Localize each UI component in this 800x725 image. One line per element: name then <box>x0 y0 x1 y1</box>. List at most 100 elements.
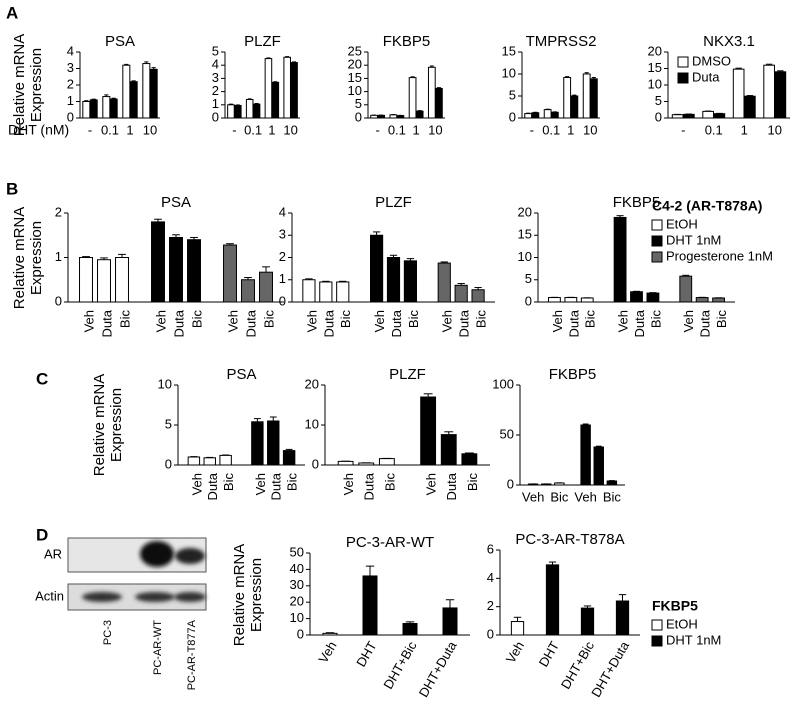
bar <box>593 446 604 486</box>
bar <box>774 71 787 119</box>
bar <box>336 281 350 303</box>
x-tick-label: DHT+Bic <box>558 638 597 691</box>
x-tick-label: 1 <box>268 122 275 137</box>
chart-title: TMPRSS2 <box>526 33 597 50</box>
bar <box>227 104 235 119</box>
bar <box>403 260 418 303</box>
bar <box>115 257 129 303</box>
y-tick-label: 1 <box>55 249 62 264</box>
y-tick-label: 20 <box>305 376 319 391</box>
y-tick-label: 0 <box>509 109 516 124</box>
western-blot: AR Actin PC-3 PC-AR-WT PC-AR-T877A <box>35 537 207 690</box>
x-tick-label: - <box>88 122 92 137</box>
x-tick-label: Bic <box>406 310 421 329</box>
bar <box>151 221 165 303</box>
x-tick-label: Bic <box>583 310 598 329</box>
y-tick-label: 5 <box>212 43 219 58</box>
bar <box>420 396 437 466</box>
bar <box>302 279 316 303</box>
x-tick-label: Duta <box>698 309 713 337</box>
legend-swatch <box>651 235 663 247</box>
bar <box>613 216 627 303</box>
bar <box>531 112 540 119</box>
bar <box>554 482 565 486</box>
bar <box>442 607 458 636</box>
x-tick-label: DHT+Bic <box>380 638 419 691</box>
bar <box>541 483 552 486</box>
chart-title: PLZF <box>375 194 412 211</box>
y-tick-label: 6 <box>487 541 494 556</box>
bar <box>82 101 91 119</box>
bar <box>378 458 395 466</box>
x-tick-label: Duta <box>243 309 258 337</box>
bar <box>440 434 457 466</box>
x-tick-label: Duta <box>171 309 186 337</box>
chart-title: PSA <box>161 194 191 211</box>
bar <box>679 275 693 303</box>
y-tick-label: 100 <box>492 376 514 391</box>
bar <box>615 600 630 636</box>
bar <box>454 284 468 303</box>
bar <box>695 297 709 303</box>
y-tick-label: 0 <box>507 476 514 491</box>
chart-title: FKBP5 <box>549 366 597 383</box>
chart-title: FKBP5 <box>383 33 431 50</box>
y-tick-label: 0 <box>355 109 362 124</box>
x-tick-label: Veh <box>503 639 527 666</box>
blot-lane-label: PC-AR-T877A <box>186 619 198 690</box>
x-tick-label: 0.1 <box>101 122 119 137</box>
y-tick-label: 5 <box>509 87 516 102</box>
bar <box>744 95 756 119</box>
y-tick-label: 4 <box>67 43 74 58</box>
bar <box>79 257 93 303</box>
y-tick-label: 25 <box>348 43 362 58</box>
x-tick-label: Bic <box>117 310 132 329</box>
band <box>174 592 206 602</box>
x-tick-label: Bic <box>285 473 300 492</box>
y-tick-label: 30 <box>290 577 304 592</box>
x-tick-label: - <box>530 122 534 137</box>
x-tick-label: Veh <box>153 310 168 332</box>
x-tick-label: Duta <box>566 309 581 337</box>
y-tick-label: 20 <box>290 594 304 609</box>
bar <box>580 424 591 486</box>
bar <box>223 244 237 303</box>
y-tick-label: 2 <box>487 598 494 613</box>
x-tick-label: 0.1 <box>705 122 723 137</box>
x-tick-label: Veh <box>440 310 455 332</box>
y-tick-label: 5 <box>655 93 662 108</box>
y-tick-label: 0 <box>487 626 494 641</box>
y-tick-label: 3 <box>67 60 74 75</box>
bar <box>122 64 131 119</box>
bar <box>97 259 111 303</box>
bar <box>271 81 280 119</box>
bar <box>712 297 725 303</box>
bar <box>370 114 378 119</box>
bar <box>396 115 405 119</box>
y-tick-label: 0 <box>212 109 219 124</box>
x-tick-label: DHT <box>536 639 562 670</box>
x-tick-label: Duta <box>269 472 284 500</box>
bar <box>580 297 594 303</box>
y-tick-label: 4 <box>279 204 286 219</box>
chart-title: PSA <box>226 366 256 383</box>
x-tick-label: Duta <box>632 309 647 337</box>
x-tick-label: Veh <box>522 489 544 504</box>
x-tick-label: 1 <box>126 122 133 137</box>
bar <box>732 68 745 119</box>
chart-title: PC-3-AR-T878A <box>515 531 624 548</box>
x-tick-label: Duta <box>99 309 114 337</box>
x-tick-label: 0.1 <box>388 122 406 137</box>
bar <box>570 95 579 119</box>
legend-swatch <box>651 635 663 647</box>
bar <box>415 110 424 119</box>
bar <box>427 66 436 119</box>
bar <box>252 103 261 119</box>
x-tick-label: Duta <box>444 472 459 500</box>
y-axis-label: Relative mRNA <box>11 207 28 310</box>
bar <box>377 114 386 119</box>
bar <box>337 460 354 466</box>
legend-label: Duta <box>692 69 720 84</box>
bar <box>358 462 375 466</box>
bar <box>245 99 254 119</box>
